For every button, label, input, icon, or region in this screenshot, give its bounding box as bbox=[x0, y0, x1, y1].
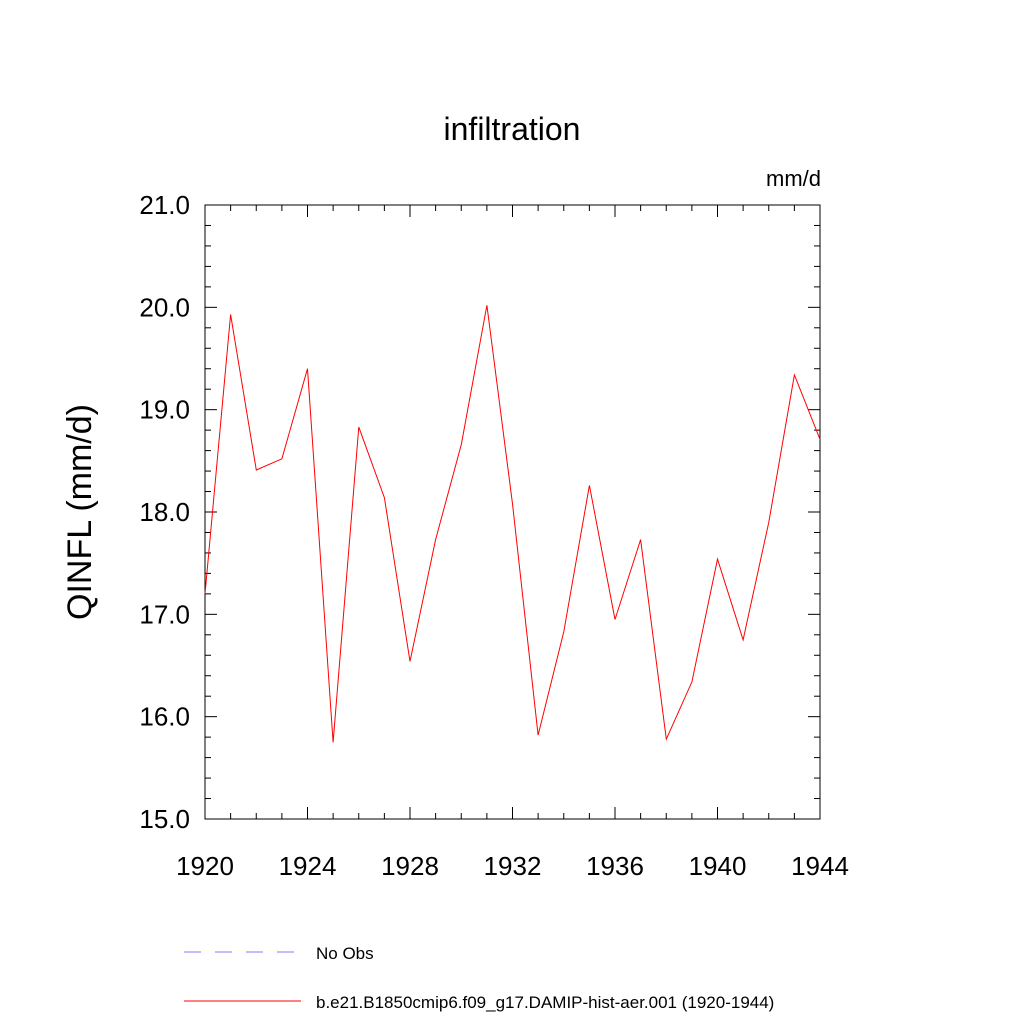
legend-label: No Obs bbox=[316, 944, 374, 963]
x-tick-label: 1928 bbox=[381, 851, 439, 881]
x-tick-label: 1920 bbox=[176, 851, 234, 881]
legend: No Obs b.e21.B1850cmip6.f09_g17.DAMIP-his… bbox=[184, 944, 774, 1012]
y-tick-label: 21.0 bbox=[139, 190, 190, 220]
x-tick-label: 1944 bbox=[791, 851, 849, 881]
x-tick-label: 1940 bbox=[689, 851, 747, 881]
series-line bbox=[204, 305, 821, 743]
legend-label: b.e21.B1850cmip6.f09_g17.DAMIP-hist-aer.… bbox=[316, 993, 774, 1012]
y-tick-label: 15.0 bbox=[139, 804, 190, 834]
y-tick-labels: 15.0 16.0 17.0 18.0 19.0 20.0 21.0 bbox=[139, 190, 190, 834]
x-tick-label: 1936 bbox=[586, 851, 644, 881]
y-axis-label: QINFL (mm/d) bbox=[61, 404, 99, 620]
chart-title: infiltration bbox=[444, 111, 581, 147]
plot-frame bbox=[204, 204, 821, 820]
x-tick-label: 1924 bbox=[279, 851, 337, 881]
y-tick-label: 19.0 bbox=[139, 395, 190, 425]
y-tick-label: 16.0 bbox=[139, 702, 190, 732]
series-layer bbox=[204, 305, 821, 743]
y-tick-label: 20.0 bbox=[139, 292, 190, 322]
y-tick-label: 17.0 bbox=[139, 599, 190, 629]
axis-ticks bbox=[204, 204, 821, 820]
plot-border bbox=[204, 204, 821, 820]
units-label: mm/d bbox=[766, 166, 821, 191]
x-tick-label: 1932 bbox=[484, 851, 542, 881]
y-tick-label: 18.0 bbox=[139, 497, 190, 527]
x-tick-labels: 1920 1924 1928 1932 1936 1940 1944 bbox=[176, 851, 849, 881]
